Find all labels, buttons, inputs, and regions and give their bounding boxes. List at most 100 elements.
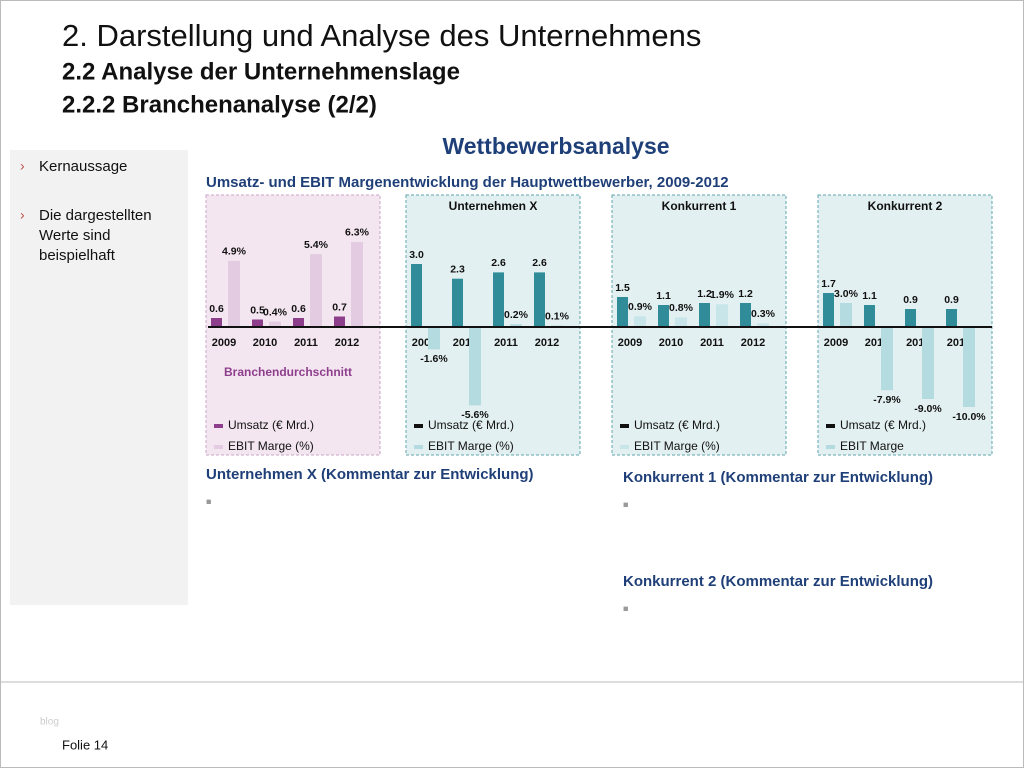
value-label: 1.5 <box>615 282 630 294</box>
x-tick-label: 2012 <box>535 337 559 349</box>
value-label: 0.6 <box>291 303 306 315</box>
legend-label: Umsatz (€ Mrd.) <box>840 418 926 432</box>
value-label: 0.2% <box>504 309 529 321</box>
legend-swatch <box>214 445 223 449</box>
bar <box>716 304 728 327</box>
chart-heading: Umsatz- und EBIT Margenentwicklung der H… <box>206 174 729 191</box>
value-label: 4.9% <box>222 246 247 258</box>
legend-label: Umsatz (€ Mrd.) <box>634 418 720 432</box>
value-label: -1.6% <box>420 353 448 365</box>
bar <box>493 272 504 327</box>
bar <box>740 303 751 327</box>
value-label: 0.9 <box>903 294 918 306</box>
legend-label: EBIT Marge (%) <box>634 439 720 453</box>
comment-heading: Konkurrent 1 (Kommentar zur Entwicklung) <box>623 469 933 486</box>
bar <box>699 303 710 327</box>
bar <box>823 293 834 327</box>
value-label: 1.1 <box>862 290 877 302</box>
x-tick-label: 2009 <box>212 337 236 349</box>
comment-heading: Konkurrent 2 (Kommentar zur Entwicklung) <box>623 573 933 590</box>
panel-title: Unternehmen X <box>449 199 538 213</box>
bar <box>675 317 687 327</box>
x-tick-label: 2010 <box>659 337 683 349</box>
x-tick-label: 2011 <box>494 337 518 349</box>
value-label: 1.2 <box>738 288 753 300</box>
value-label: 0.8% <box>669 302 694 314</box>
legend-swatch <box>826 445 835 449</box>
sidebar-text: Werte sind <box>39 227 110 244</box>
x-tick-label: 2011 <box>294 337 318 349</box>
value-label: -9.0% <box>914 403 942 415</box>
x-tick-label: 2012 <box>741 337 765 349</box>
legend-swatch <box>414 445 423 449</box>
legend-label: EBIT Marge (%) <box>228 439 314 453</box>
watermark: blog <box>40 717 59 728</box>
panel-title: Konkurrent 1 <box>662 199 737 213</box>
legend-label: Umsatz (€ Mrd.) <box>228 418 314 432</box>
slide-number: Folie 14 <box>62 737 108 752</box>
legend-label: Umsatz (€ Mrd.) <box>428 418 514 432</box>
value-label: 3.0% <box>834 288 859 300</box>
bar <box>634 316 646 327</box>
bar <box>864 305 875 327</box>
comment-heading: Unternehmen X (Kommentar zur Entwicklung… <box>206 466 534 483</box>
value-label: 0.7 <box>332 301 347 313</box>
value-label: -7.9% <box>873 394 901 406</box>
value-label: 2.6 <box>532 257 547 269</box>
value-label: 0.3% <box>751 308 776 320</box>
bar <box>211 318 222 327</box>
bar <box>946 309 957 327</box>
bar <box>840 303 852 327</box>
bullet-arrow: › <box>20 158 25 174</box>
value-label: 6.3% <box>345 227 370 239</box>
sidebar-text: Kernaussage <box>39 158 127 175</box>
value-label: -10.0% <box>952 411 986 423</box>
value-label: -5.6% <box>461 409 489 421</box>
bar <box>905 309 916 327</box>
sidebar-text: Die dargestellten <box>39 207 152 224</box>
legend-swatch <box>620 445 629 449</box>
value-label: 1.7 <box>821 278 836 290</box>
bar <box>269 321 281 327</box>
bar <box>452 278 463 327</box>
value-label: 3.0 <box>409 249 424 261</box>
value-label: 0.1% <box>545 310 570 322</box>
legend-label: EBIT Marge <box>840 439 904 453</box>
bar <box>334 316 345 327</box>
value-label: 2.3 <box>450 263 465 275</box>
bar <box>534 272 545 327</box>
bar <box>617 297 628 327</box>
value-label: 1.2 <box>697 288 712 300</box>
bar <box>658 305 669 327</box>
sidebar <box>10 150 188 605</box>
x-tick-label: 2009 <box>824 337 848 349</box>
bar <box>252 319 263 327</box>
panel-title: Branchendurchschnitt <box>224 365 352 379</box>
title: 2. Darstellung und Analyse des Unternehm… <box>62 18 701 53</box>
bar <box>310 254 322 327</box>
subtitle: 2.2 Analyse der Unternehmenslage <box>62 58 460 85</box>
value-label: 1.9% <box>710 289 735 301</box>
value-label: 2.6 <box>491 257 506 269</box>
bar <box>411 264 422 327</box>
bar <box>963 327 975 407</box>
subtitle: 2.2.2 Branchenanalyse (2/2) <box>62 91 377 118</box>
value-label: 5.4% <box>304 239 329 251</box>
bar <box>293 318 304 327</box>
value-label: 0.9 <box>944 294 959 306</box>
legend-swatch <box>826 424 835 428</box>
legend-swatch <box>620 424 629 428</box>
bar <box>428 327 440 350</box>
panel-title: Konkurrent 2 <box>868 199 943 213</box>
value-label: 0.9% <box>628 301 653 313</box>
value-label: 1.1 <box>656 290 671 302</box>
value-label: 0.6 <box>209 303 224 315</box>
legend-label: EBIT Marge (%) <box>428 439 514 453</box>
bar <box>757 323 769 327</box>
bar <box>469 327 481 406</box>
x-tick-label: 2009 <box>618 337 642 349</box>
section-title: Wettbewerbsanalyse <box>442 133 669 159</box>
bar <box>881 327 893 391</box>
value-label: 0.5 <box>250 304 265 316</box>
sidebar-text: beispielhaft <box>39 247 116 264</box>
